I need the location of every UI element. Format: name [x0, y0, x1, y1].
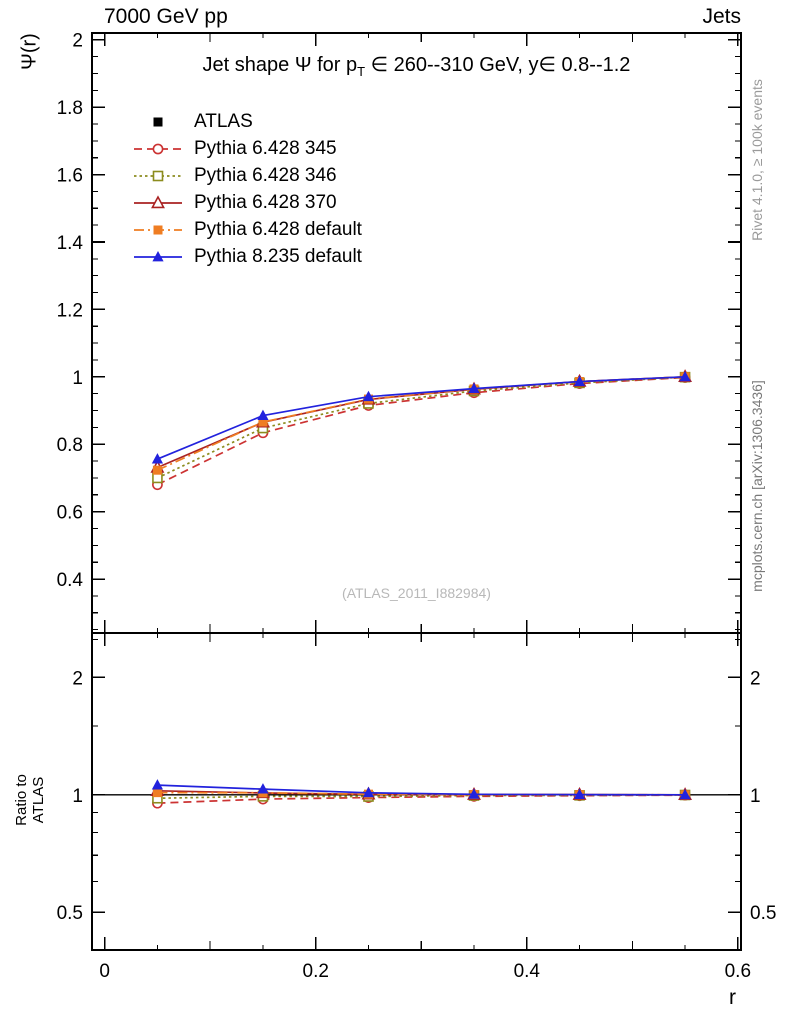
- ratio-y-axis-label: Ratio to ATLAS: [13, 774, 47, 826]
- rivet-version-note: Rivet 4.1.0, ≥ 100k events: [749, 79, 765, 241]
- legend-item-atlas: ATLAS: [132, 108, 362, 135]
- svg-text:1.6: 1.6: [57, 166, 83, 187]
- svg-text:0.8: 0.8: [57, 435, 83, 456]
- legend-item-pythia-6428-370: Pythia 6.428 370: [132, 189, 362, 216]
- svg-text:1: 1: [72, 786, 83, 807]
- svg-text:2: 2: [72, 31, 83, 52]
- main-y-axis-label: Ψ(r): [18, 33, 41, 70]
- svg-text:0.6: 0.6: [57, 503, 83, 524]
- series-main-pythia-8-235-default: [151, 370, 691, 464]
- legend-marker-atlas: [153, 117, 163, 126]
- svg-text:0.2: 0.2: [303, 961, 329, 982]
- svg-text:1: 1: [72, 368, 83, 389]
- legend-label: Pythia 6.428 345: [194, 137, 337, 159]
- svg-text:1.2: 1.2: [57, 300, 83, 321]
- legend-label: Pythia 6.428 default: [194, 218, 362, 240]
- legend-label: Pythia 6.428 370: [194, 191, 337, 213]
- svg-text:1.4: 1.4: [57, 233, 84, 254]
- plot-title: Jet shape Ψ for pT ∈ 260--310 GeV, y∈ 0.…: [92, 52, 741, 79]
- svg-text:0.5: 0.5: [750, 903, 776, 924]
- plot-title-subscript: T: [357, 64, 366, 79]
- svg-text:1.8: 1.8: [57, 98, 83, 119]
- analysis-id-watermark: (ATLAS_2011_I882984): [342, 585, 491, 601]
- legend-item-pythia-6428-default: Pythia 6.428 default: [132, 216, 362, 243]
- series-ratio-pythia-8-235-default: [151, 779, 691, 800]
- svg-text:0.6: 0.6: [725, 961, 751, 982]
- legend-marker-pythia-6428-370: [134, 194, 182, 208]
- legend-marker-pythia-6428-default: [134, 225, 182, 234]
- svg-text:0.5: 0.5: [57, 903, 83, 924]
- series-main-pythia-6-428-345: [152, 372, 691, 491]
- series-main-pythia-6-428-default: [152, 372, 690, 475]
- legend-item-pythia-6428-345: Pythia 6.428 345: [132, 135, 362, 162]
- svg-text:1: 1: [750, 786, 761, 807]
- series-main-atlas: [152, 372, 690, 478]
- mcplots-reference-note: mcplots.cern.ch [arXiv:1306.3436]: [749, 380, 765, 592]
- tick-labels: 0.4 0.6 0.8 1 1.2 1.4 1.6 1.8 2 0.5 0.5 1 1 2 2 0 0.2 0.4…: [57, 31, 777, 982]
- plot-title-post: ∈ 260--310 GeV, y∈ 0.8--1.2: [365, 54, 631, 76]
- legend-item-pythia-8235-default: Pythia 8.235 default: [132, 243, 362, 270]
- legend-marker-pythia-8235-default: [134, 250, 182, 261]
- legend-marker-pythia-6428-345: [134, 143, 182, 154]
- legend-item-pythia-6428-346: Pythia 6.428 346: [132, 162, 362, 189]
- legend-marker-pythia-6428-346: [134, 170, 182, 181]
- analysis-topic-label: Jets: [702, 5, 741, 28]
- series-main-pythia-6-428-370: [150, 369, 693, 473]
- legend-label: ATLAS: [194, 110, 253, 132]
- beam-energy-label: 7000 GeV pp: [104, 5, 228, 28]
- legend: ATLAS Pythia 6.428 345 Pythia 6.428 346 …: [132, 108, 362, 270]
- legend-label: Pythia 8.235 default: [194, 245, 362, 267]
- svg-text:2: 2: [750, 668, 761, 689]
- svg-text:0: 0: [99, 961, 110, 982]
- x-axis-label: r: [729, 986, 736, 1009]
- axes: [91, 32, 742, 951]
- svg-text:2: 2: [72, 668, 83, 689]
- svg-text:0.4: 0.4: [514, 961, 541, 982]
- legend-label: Pythia 6.428 346: [194, 164, 337, 186]
- svg-text:0.4: 0.4: [57, 570, 84, 591]
- plot-title-pre: Jet shape Ψ for p: [202, 54, 358, 76]
